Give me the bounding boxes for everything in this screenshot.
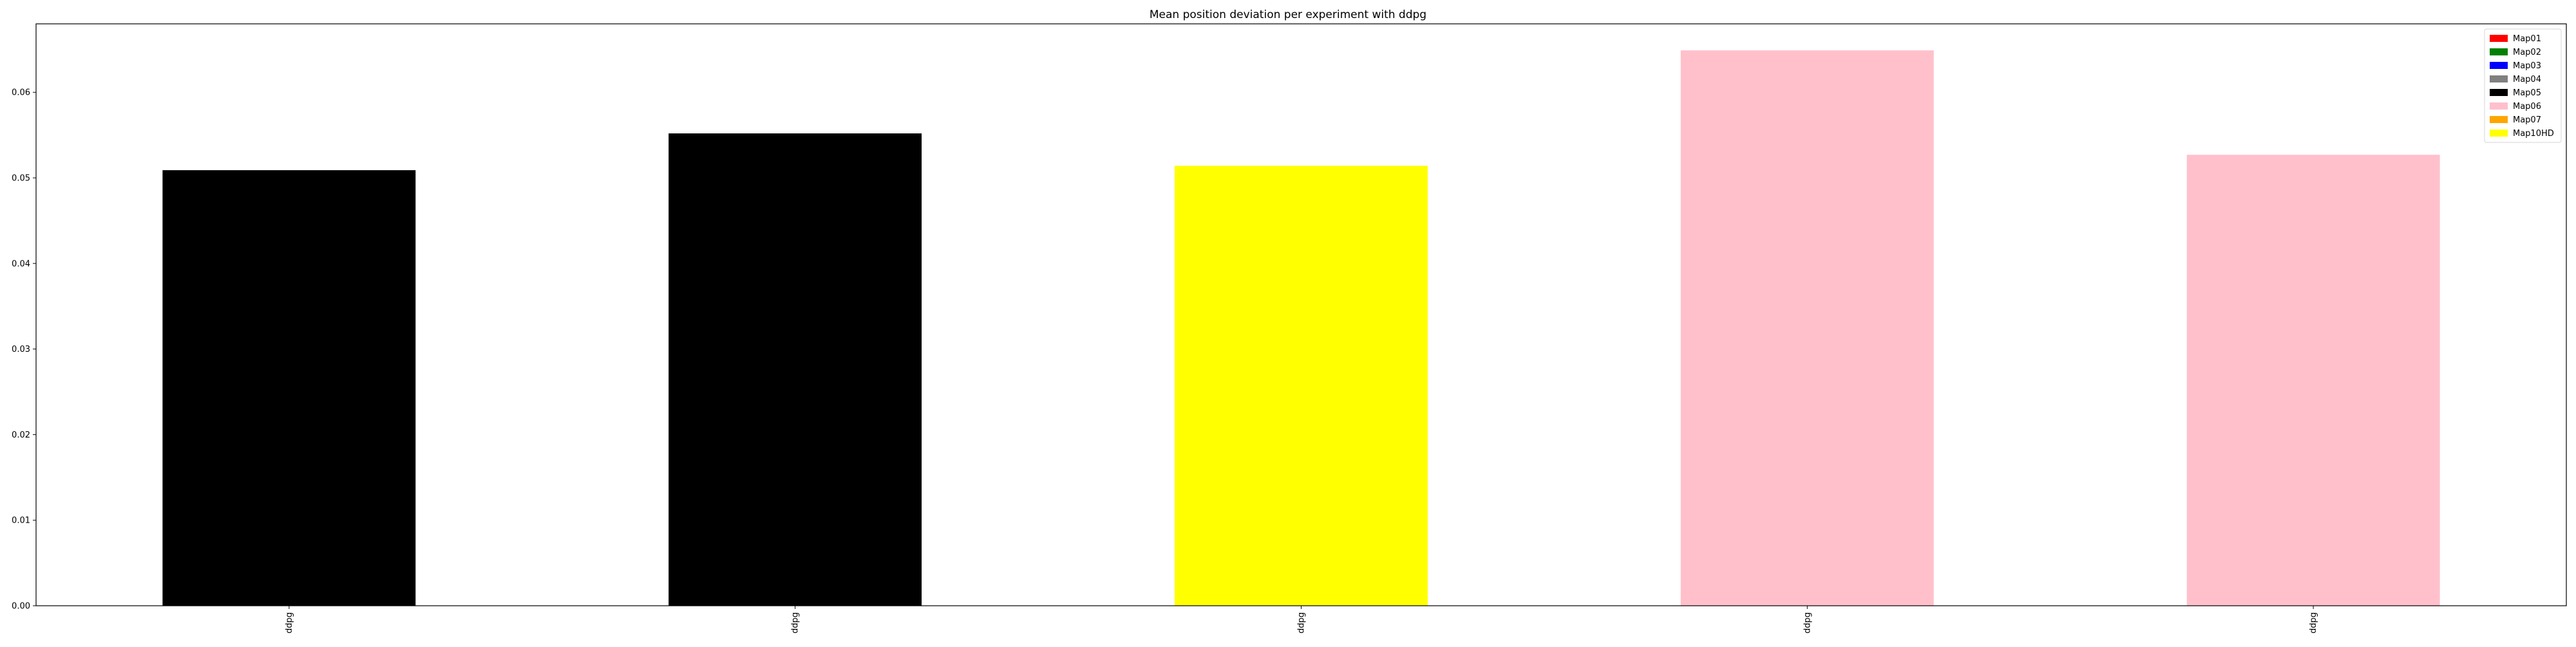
y-tick-label: 0.05 <box>12 174 30 184</box>
y-tick-label: 0.03 <box>12 345 30 354</box>
x-tick-label: ddpg <box>1803 612 1812 633</box>
legend-label: Map04 <box>2513 75 2541 84</box>
legend-label: Map03 <box>2513 61 2541 71</box>
bar <box>668 133 922 606</box>
x-tick-label: ddpg <box>791 612 800 633</box>
legend-swatch <box>2490 89 2508 96</box>
legend-swatch <box>2490 35 2508 42</box>
y-tick-label: 0.02 <box>12 430 30 440</box>
axes-layer: 0.00 0.01 0.02 0.03 0.04 0.05 0.06 ddpg ddpg ddpg… <box>12 23 2567 633</box>
legend-swatch <box>2490 62 2508 69</box>
bar <box>2186 155 2440 606</box>
y-tick-label: 0.06 <box>12 88 30 98</box>
legend-label: Map02 <box>2513 48 2541 57</box>
x-tick-label: ddpg <box>2309 612 2318 633</box>
bars-layer <box>162 50 2440 606</box>
y-tick-label: 0.04 <box>12 259 30 269</box>
legend-swatch <box>2490 116 2508 123</box>
chart-title: Mean position deviation per experiment w… <box>1150 8 1426 21</box>
y-tick-label: 0.00 <box>12 602 30 612</box>
legend-swatch <box>2490 102 2508 110</box>
legend-label: Map06 <box>2513 102 2541 111</box>
bar <box>1175 166 1428 606</box>
bar <box>1680 50 1934 606</box>
bar <box>162 170 416 606</box>
x-tick-label: ddpg <box>1297 612 1307 633</box>
legend-swatch <box>2490 75 2508 82</box>
legend-label: Map10HD <box>2513 129 2554 139</box>
legend-box <box>2484 28 2562 143</box>
y-tick-label: 0.01 <box>12 516 30 526</box>
legend-label: Map07 <box>2513 115 2541 125</box>
legend: Map01 Map02 Map03 Map04 Map05 Map06 Map07 Map10… <box>2484 28 2562 143</box>
legend-swatch <box>2490 48 2508 55</box>
x-tick-label: ddpg <box>285 612 294 633</box>
legend-label: Map01 <box>2513 34 2541 44</box>
legend-swatch <box>2490 130 2508 137</box>
legend-label: Map05 <box>2513 88 2541 98</box>
